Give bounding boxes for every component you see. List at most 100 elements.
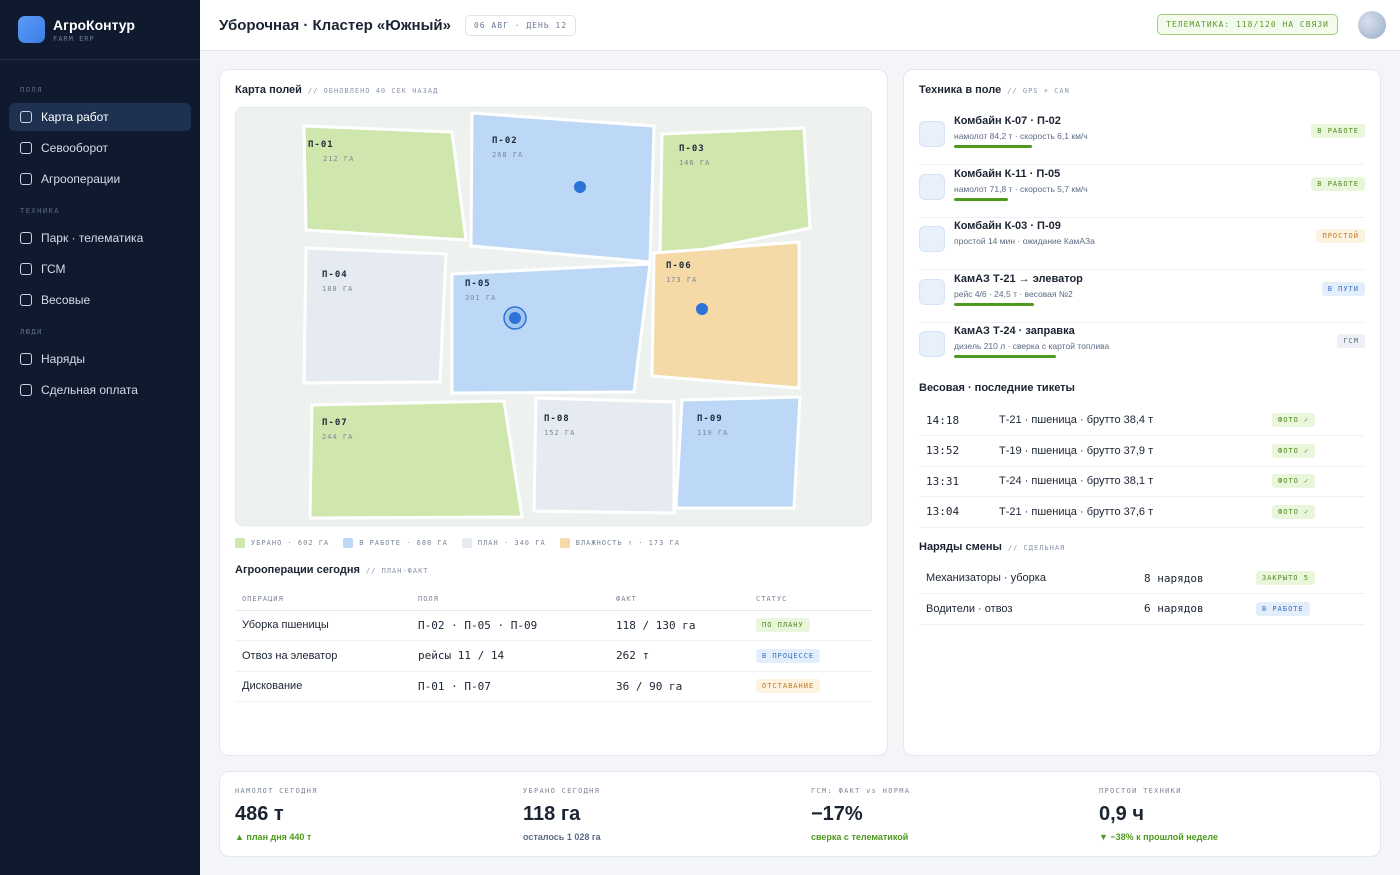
op-name: Отвоз на элеватор	[235, 640, 411, 672]
photo-badge[interactable]: ФОТО ✓	[1272, 504, 1316, 519]
photo-badge[interactable]: ФОТО ✓	[1272, 474, 1316, 489]
status-badge: ЗАКРЫТО 5	[1256, 571, 1315, 585]
nav-section-people: ЛЮДИ	[20, 328, 43, 336]
column-header: ПОЛЯ	[411, 588, 609, 611]
field-polygon[interactable]	[650, 240, 801, 390]
vehicle-marker[interactable]	[574, 181, 586, 193]
sidebar-item-work-orders[interactable]: Наряды	[9, 345, 191, 373]
field-area: 212 ГА	[323, 155, 355, 163]
equipment-row[interactable]: Комбайн К-11 · П-05 намолот 71,8 т · ско…	[919, 166, 1365, 218]
page-title: Уборочная · Кластер «Южный»	[219, 16, 451, 34]
table-row[interactable]: Механизаторы · уборка 8 нарядов ЗАКРЫТО …	[919, 563, 1365, 594]
orders-header: Наряды смены // СДЕЛЬНАЯ	[919, 541, 1065, 553]
table-row[interactable]: 13:04 Т-21 · пшеница · брутто 37,6 т ФОТ…	[919, 496, 1365, 528]
legend-item-plan: ПЛАН · 340 ГА	[461, 538, 546, 548]
kpi-value: −17%	[811, 803, 863, 825]
table-row[interactable]: Уборка пшеницы П-02 · П-05 · П-09 118 / …	[235, 610, 872, 641]
date-chip: 06 АВГ · ДЕНЬ 12	[464, 14, 577, 36]
photo-badge[interactable]: ФОТО ✓	[1272, 413, 1316, 427]
sidebar-item-label: ГСМ	[41, 262, 66, 276]
sidebar-item-crop-rotation[interactable]: Севооборот	[9, 134, 191, 162]
field-polygon[interactable]	[658, 126, 812, 260]
orders-table: Механизаторы · уборка 8 нарядов ЗАКРЫТО …	[919, 563, 1365, 625]
ops-header: Агрооперации сегодня // ПЛАН-ФАКТ	[235, 564, 429, 576]
equipment-row[interactable]: Комбайн К-03 · П-09 простой 14 мин · ожи…	[919, 218, 1365, 270]
field-polygon[interactable]	[532, 396, 676, 515]
sidebar-item-fuel[interactable]: ГСМ	[9, 255, 191, 283]
equipment-name: КамАЗ Т-24 · заправка	[954, 325, 1075, 337]
legend-swatch	[235, 538, 245, 548]
equipment-detail: намолот 84,2 т · скорость 6,1 км/ч	[954, 131, 1088, 141]
legend-label: ВЛАЖНОСТЬ ↑ · 173 ГА	[575, 539, 680, 547]
table-row[interactable]: Отвоз на элеватор рейсы 11 / 14 262 т В …	[235, 640, 872, 672]
legend-swatch	[343, 538, 354, 548]
field-area: 152 ГА	[544, 429, 576, 437]
sidebar-item-label: Агрооперации	[41, 172, 121, 186]
table-row[interactable]: 13:31 Т-24 · пшеница · брутто 38,1 т ФОТ…	[919, 466, 1365, 497]
map-header: Карта полей // ОБНОВЛЕНО 40 СЕК НАЗАД	[235, 84, 438, 96]
telematics-status-badge[interactable]: ТЕЛЕМАТИКА: 118/120 НА СВЯЗИ	[1157, 14, 1338, 35]
vehicle-icon	[919, 174, 945, 200]
kpi-label: ГСМ: ФАКТ vs НОРМА	[811, 787, 911, 795]
field-map[interactable]: П-01 212 ГА П-02 268 ГА П-03 146 ГА П-04…	[235, 107, 872, 526]
field-polygon[interactable]	[302, 246, 448, 385]
kpi-note: сверка с телематикой	[811, 832, 909, 842]
sidebar-item-agro-operations[interactable]: Агрооперации	[9, 165, 191, 193]
table-row[interactable]: 13:52 Т-19 · пшеница · брутто 37,9 т ФОТ…	[919, 435, 1365, 467]
status-badge: В РАБОТЕ	[1311, 124, 1365, 138]
square-icon	[20, 353, 32, 365]
op-fields: П-02 · П-05 · П-09	[411, 610, 609, 641]
field-polygon[interactable]	[308, 399, 524, 520]
equipment-row[interactable]: КамАЗ Т-24 · заправка дизель 210 л · све…	[919, 323, 1365, 375]
equipment-progress-bar	[954, 145, 1032, 148]
field-polygon[interactable]	[674, 395, 802, 510]
avatar[interactable]	[1358, 11, 1386, 39]
field-polygon[interactable]	[302, 124, 468, 242]
table-row[interactable]: 14:18 Т-21 · пшеница · брутто 38,4 т ФОТ…	[919, 405, 1365, 436]
table-row[interactable]: Дискование П-01 · П-07 36 / 90 га ОТСТАВ…	[235, 671, 872, 702]
vehicle-marker[interactable]	[509, 312, 521, 324]
ticket-time: 14:18	[919, 405, 999, 436]
equipment-progress-bar	[954, 198, 1008, 201]
equipment-name: КамАЗ Т-21 → элеватор	[954, 273, 1083, 285]
field-area: 188 ГА	[322, 285, 354, 293]
status-badge: В РАБОТЕ	[1311, 177, 1365, 191]
order-group: Механизаторы · уборка	[919, 563, 1144, 594]
truck-icon	[919, 279, 945, 305]
sidebar-item-fleet-telematics[interactable]: Парк · телематика	[9, 224, 191, 252]
equipment-name: Комбайн К-07 · П-02	[954, 115, 1061, 127]
equipment-row[interactable]: Комбайн К-07 · П-02 намолот 84,2 т · ско…	[919, 113, 1365, 165]
field-label: П-06	[666, 261, 692, 271]
equipment-progress-bar	[954, 303, 1035, 306]
kpi-harvested-area: УБРАНО СЕГОДНЯ 118 га осталось 1 028 га	[523, 787, 783, 842]
kpi-fuel: ГСМ: ФАКТ vs НОРМА −17% сверка с телемат…	[811, 787, 1071, 842]
photo-badge[interactable]: ФОТО ✓	[1272, 443, 1316, 458]
equipment-name: Комбайн К-11 · П-05	[954, 168, 1061, 180]
op-name: Уборка пшеницы	[235, 610, 411, 641]
field-polygon[interactable]	[450, 262, 652, 395]
field-label: П-02	[492, 136, 518, 146]
topbar: Уборочная · Кластер «Южный» 06 АВГ · ДЕН…	[200, 0, 1400, 51]
square-icon	[20, 263, 32, 275]
equipment-row[interactable]: КамАЗ Т-21 → элеватор рейс 4/6 · 24,5 т …	[919, 271, 1365, 323]
sidebar-item-label: Карта работ	[41, 110, 109, 124]
kpi-value: 486 т	[235, 803, 284, 825]
ticket-time: 13:31	[919, 466, 999, 497]
kpi-value: 118 га	[523, 803, 581, 825]
equipment-progress-bar	[954, 355, 1056, 358]
sidebar-item-weighbridge[interactable]: Весовые	[9, 286, 191, 314]
truck-icon	[919, 331, 945, 357]
order-group: Водители · отвоз	[919, 593, 1144, 625]
field-polygon[interactable]	[469, 111, 656, 264]
table-row[interactable]: Водители · отвоз 6 нарядов В РАБОТЕ	[919, 593, 1365, 625]
field-label: П-03	[679, 144, 705, 154]
ticket-time: 13:52	[919, 435, 999, 467]
sidebar-item-work-map[interactable]: Карта работ	[9, 103, 191, 131]
equipment-hint: // GPS + CAN	[1007, 87, 1070, 95]
sidebar-item-piece-rate[interactable]: Сдельная оплата	[9, 376, 191, 404]
kpi-card	[219, 771, 1381, 857]
legend-item-harvested: УБРАНО · 602 ГА	[235, 538, 329, 548]
ops-title: Агрооперации сегодня	[235, 564, 360, 576]
app-subtitle: FARM ERP	[53, 34, 95, 43]
vehicle-marker[interactable]	[696, 303, 708, 315]
